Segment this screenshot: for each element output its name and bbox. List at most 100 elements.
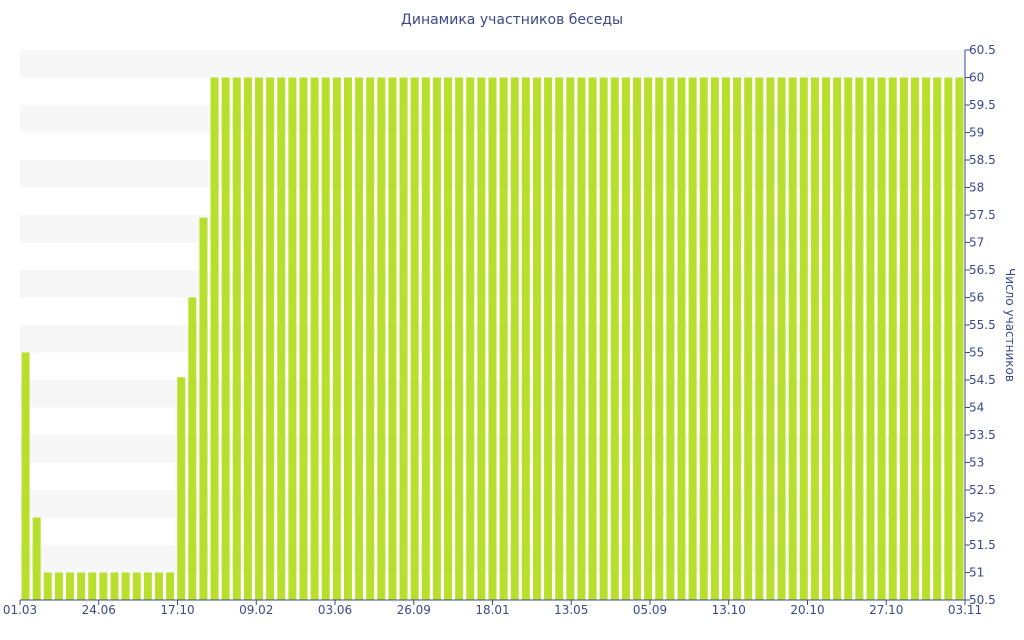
bar: [410, 77, 419, 600]
bar: [221, 77, 230, 600]
bar: [688, 77, 697, 600]
bar: [166, 572, 175, 600]
bar: [721, 77, 730, 600]
bar: [899, 77, 908, 600]
bar: [455, 77, 464, 600]
y-tick-label: 59: [969, 126, 984, 140]
bar: [143, 572, 152, 600]
bar: [532, 77, 541, 600]
y-tick-label: 60: [969, 71, 984, 85]
bar: [766, 77, 775, 600]
bar: [110, 572, 119, 600]
bar: [188, 297, 197, 600]
y-tick-label: 51: [969, 566, 984, 580]
grid-band: [20, 50, 965, 78]
bar: [955, 77, 964, 600]
bar: [88, 572, 97, 600]
bar: [466, 77, 475, 600]
y-tick-label: 51.5: [969, 538, 996, 552]
bar: [699, 77, 708, 600]
bar: [21, 352, 30, 600]
y-tick-label: 55: [969, 346, 984, 360]
bar: [388, 77, 397, 600]
x-tick-label: 13.05: [554, 603, 588, 617]
x-tick-label: 03.06: [318, 603, 352, 617]
bar: [444, 77, 453, 600]
bar: [810, 77, 819, 600]
bar: [266, 77, 275, 600]
bar: [655, 77, 664, 600]
bar: [255, 77, 264, 600]
bar: [822, 77, 831, 600]
bar: [310, 77, 319, 600]
bar: [521, 77, 530, 600]
x-tick-label: 01.03: [3, 603, 37, 617]
x-tick-label: 03.11: [948, 603, 982, 617]
bar: [566, 77, 575, 600]
bar: [66, 572, 75, 600]
bar: [132, 572, 141, 600]
y-tick-label: 53: [969, 456, 984, 470]
bar: [866, 77, 875, 600]
y-tick-label: 60.5: [969, 43, 996, 57]
bar: [210, 77, 219, 600]
bar: [499, 77, 508, 600]
bar: [666, 77, 675, 600]
bar: [777, 77, 786, 600]
x-tick-label: 27.10: [869, 603, 903, 617]
bar: [621, 77, 630, 600]
y-tick-label: 59.5: [969, 98, 996, 112]
y-tick-label: 52.5: [969, 483, 996, 497]
x-tick-label: 24.06: [82, 603, 116, 617]
bar: [933, 77, 942, 600]
y-tick-label: 58: [969, 181, 984, 195]
chart-title: Динамика участников беседы: [400, 12, 624, 28]
y-axis: 50.5 51 51.5 52 52.5 53 53.5 54 54.5 55 55.5 56 56.5…: [964, 43, 996, 607]
y-tick-label: 54.5: [969, 373, 996, 387]
bar: [888, 77, 897, 600]
bar: [588, 77, 597, 600]
y-tick-label: 58.5: [969, 153, 996, 167]
bar: [366, 77, 375, 600]
x-tick-label: 13.10: [712, 603, 746, 617]
bar: [232, 77, 241, 600]
y-tick-label: 52: [969, 511, 984, 525]
bar: [855, 77, 864, 600]
x-tick-label: 26.09: [397, 603, 431, 617]
bar: [421, 77, 430, 600]
y-tick-label: 53.5: [969, 428, 996, 442]
bar: [99, 572, 108, 600]
bar: [833, 77, 842, 600]
bar: [944, 77, 953, 600]
bar: [788, 77, 797, 600]
bar: [599, 77, 608, 600]
bar: [877, 77, 886, 600]
bar: [32, 517, 41, 600]
y-tick-label: 57.5: [969, 208, 996, 222]
bar: [177, 377, 186, 600]
y-axis-title: Число участников: [1003, 268, 1017, 382]
x-tick-label: 17.10: [160, 603, 194, 617]
bar: [343, 77, 352, 600]
x-tick-label: 20.10: [790, 603, 824, 617]
bar: [77, 572, 86, 600]
bar: [277, 77, 286, 600]
bar: [610, 77, 619, 600]
bar: [577, 77, 586, 600]
bar: [355, 77, 364, 600]
y-tick-label: 57: [969, 236, 984, 250]
bar: [332, 77, 341, 600]
x-tick-label: 05.09: [633, 603, 667, 617]
bar: [910, 77, 919, 600]
bar: [488, 77, 497, 600]
bar: [54, 572, 63, 600]
bar: [710, 77, 719, 600]
bar: [43, 572, 52, 600]
y-tick-label: 54: [969, 401, 984, 415]
bar: [733, 77, 742, 600]
bar: [844, 77, 853, 600]
bar: [377, 77, 386, 600]
bar: [633, 77, 642, 600]
bar: [644, 77, 653, 600]
